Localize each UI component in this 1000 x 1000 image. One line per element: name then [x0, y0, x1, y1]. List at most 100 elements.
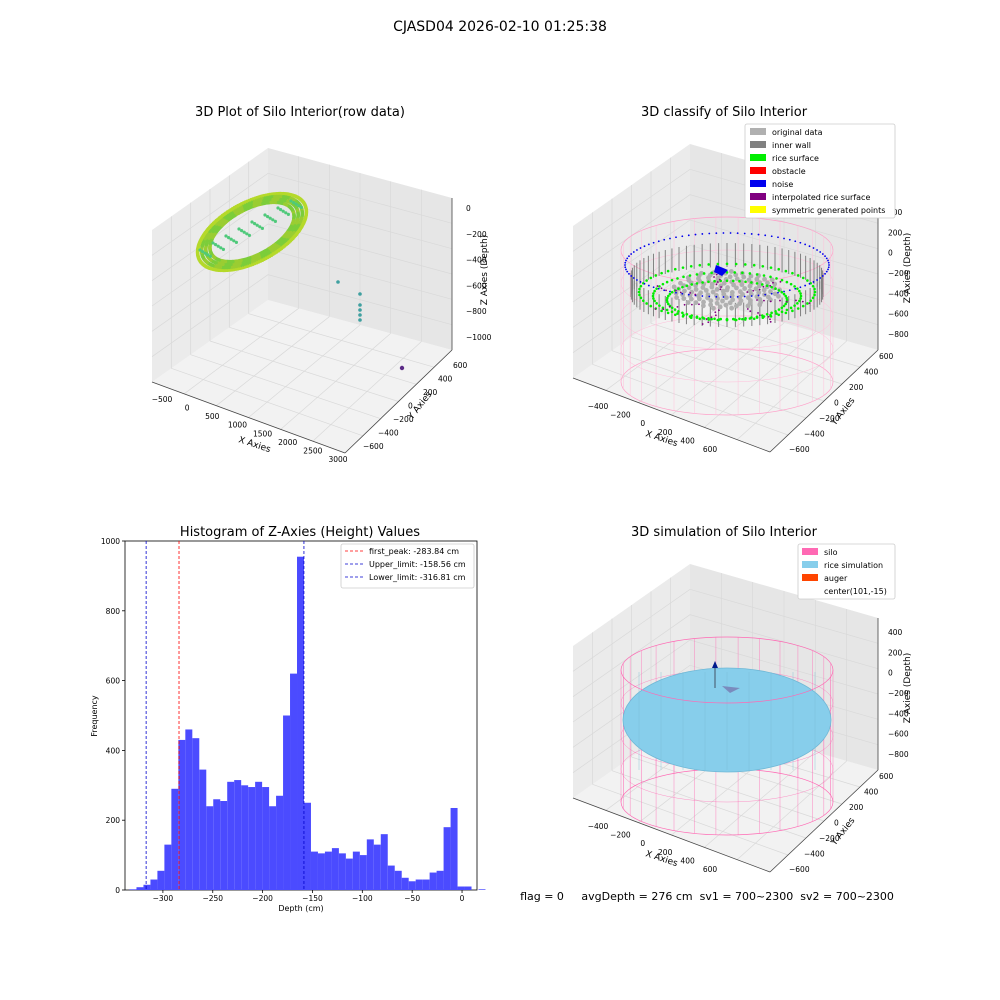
raw-data-point	[358, 313, 362, 317]
noise-point	[640, 247, 642, 249]
noise-point	[681, 235, 683, 237]
raw-plot-title: 3D Plot of Silo Interior(row data)	[195, 105, 405, 120]
rice-surface-point	[674, 313, 677, 316]
rice-surface-point	[642, 299, 645, 302]
interpolated-point	[772, 282, 774, 284]
rice-surface-point	[790, 307, 793, 310]
histogram-bar	[206, 806, 213, 890]
interpolated-point	[718, 309, 720, 311]
original-data-point	[757, 302, 762, 307]
noise-point	[630, 253, 632, 255]
interpolated-point	[719, 279, 721, 281]
raw-plot-x-tick: 2500	[303, 446, 322, 455]
histogram-x-tick-label: −150	[302, 894, 323, 903]
original-data-point	[762, 277, 767, 282]
rice-surface-point	[761, 283, 764, 286]
rice-surface-point	[701, 281, 704, 284]
interpolated-point	[809, 302, 811, 304]
original-data-point	[729, 269, 734, 274]
rice-surface-point	[640, 285, 643, 288]
interpolated-point	[762, 286, 764, 288]
classify-plot-y-tick: −400	[804, 430, 825, 439]
rice-surface-point	[686, 284, 689, 287]
histogram-legend: first_peak: -283.84 cmUpper_limit: -158.…	[341, 544, 474, 588]
noise-point	[630, 275, 632, 277]
original-data-point	[718, 305, 723, 310]
rice-surface-point	[696, 315, 699, 318]
rice-surface-point	[756, 315, 759, 318]
interpolated-point	[677, 306, 679, 308]
rice-surface-point	[674, 268, 677, 271]
rice-surface-point	[719, 318, 722, 321]
rice-surface-point	[733, 271, 736, 274]
rice-surface-point	[744, 317, 747, 320]
interpolated-point	[698, 303, 700, 305]
noise-point	[644, 283, 646, 285]
noise-point	[624, 262, 626, 264]
noise-point	[827, 269, 829, 271]
histogram-bar	[290, 674, 297, 890]
simulation-plot-z-tick: 0	[888, 669, 893, 678]
raw-data-point	[358, 292, 362, 296]
interpolated-point	[749, 310, 751, 312]
histogram-y-ticks: 0 200 400 600 800 1000	[101, 537, 125, 895]
histogram-y-label: Frequency	[90, 695, 99, 737]
rice-surface-point	[761, 265, 764, 268]
rice-surface-point	[809, 299, 812, 302]
rice-surface-point	[756, 273, 759, 276]
interpolated-point	[715, 314, 717, 316]
raw-data-point	[235, 241, 238, 244]
histogram-bar	[416, 880, 423, 890]
original-data-point	[746, 304, 751, 309]
interpolated-point	[756, 299, 758, 301]
classify-plot-x-tick: −400	[588, 402, 609, 411]
raw-data-point	[287, 213, 290, 216]
rice-surface-point	[655, 287, 658, 290]
noise-point	[822, 253, 824, 255]
interpolated-point	[786, 301, 788, 303]
rice-surface-point	[732, 318, 735, 321]
rice-surface-point	[666, 309, 669, 312]
simulation-plot-y-tick: 400	[864, 788, 879, 797]
rice-surface-point	[806, 279, 809, 282]
histogram-bar	[409, 881, 416, 890]
rice-surface-point	[649, 277, 652, 280]
rice-surface-point	[707, 280, 710, 283]
original-data-point	[756, 290, 761, 295]
interpolated-point	[763, 300, 765, 302]
rice-surface-point	[812, 297, 815, 300]
rice-surface-point	[681, 312, 684, 315]
raw-plot-y-tick: 400	[438, 375, 453, 384]
noise-point	[799, 242, 801, 244]
noise-point	[658, 288, 660, 290]
raw-plot-y-tick: −400	[378, 429, 399, 438]
histogram-y-tick-label: 600	[106, 677, 121, 686]
interpolated-point	[713, 276, 715, 278]
interpolated-point	[770, 321, 772, 323]
histogram-bar	[199, 770, 206, 890]
interpolated-point	[706, 318, 708, 320]
histogram-y-tick-label: 400	[106, 746, 121, 755]
rice-surface-point	[662, 283, 665, 286]
noise-point	[764, 234, 766, 236]
raw-plot-x-tick: 2000	[278, 438, 297, 447]
histogram-bar	[430, 873, 437, 890]
histogram-bar	[171, 789, 178, 890]
interpolated-point	[691, 304, 693, 306]
original-data-point	[701, 303, 706, 308]
noise-point	[744, 233, 746, 235]
classify-plot-y-tick: 400	[864, 368, 879, 377]
rice-surface-point	[677, 287, 680, 290]
interpolated-point	[802, 301, 804, 303]
histogram-y-tick-label: 0	[115, 886, 120, 895]
simulation-plot-x-tick: −400	[588, 822, 609, 831]
histogram-x-ticks: −300 −250 −200 −150 −100 −50 0	[153, 890, 465, 903]
rice-surface-point	[775, 312, 778, 315]
noise-point	[658, 240, 660, 242]
noise-point	[737, 296, 739, 298]
rice-surface-point	[660, 272, 663, 275]
rice-surface-point	[797, 307, 800, 310]
interpolated-point	[795, 299, 797, 301]
histogram-bar	[367, 839, 374, 890]
original-data-point	[720, 299, 725, 304]
